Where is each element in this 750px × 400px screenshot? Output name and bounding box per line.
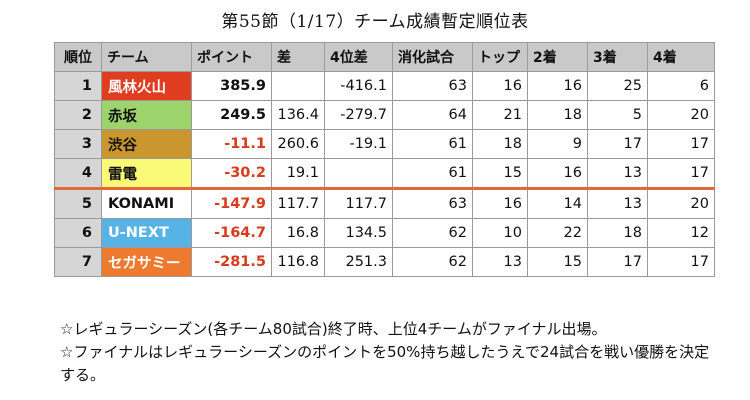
second-cell: 22 (527, 218, 588, 248)
fourth-cell: 12 (647, 218, 715, 248)
points-cell: 249.5 (191, 100, 272, 130)
team-name-cell: セガサミー (101, 247, 192, 277)
table-row: 4 雷電 -30.2 19.1 61 15 16 13 17 (54, 158, 715, 190)
team-name-cell: 赤坂 (101, 100, 192, 130)
note-finals-format: ☆ファイナルはレギュラーシーズンのポイントを50%持ち越したうえで24試合を戦い… (60, 343, 710, 384)
played-cell: 62 (392, 218, 473, 248)
standings-table: 順位 チーム ポイント 差 4位差 消化試合 トップ 2着 3着 4着 1 風林火… (54, 42, 715, 277)
rank-cell: 6 (54, 218, 102, 248)
diff-cell: 19.1 (271, 158, 325, 190)
rank-cell: 1 (54, 71, 102, 101)
note-finals-qualification: ☆レギュラーシーズン(各チーム80試合)終了時、上位4チームがファイナル出場。 (60, 320, 607, 338)
played-cell: 63 (392, 71, 473, 101)
header-third: 3着 (587, 42, 648, 72)
header-points: ポイント (191, 42, 272, 72)
header-fourth: 4着 (647, 42, 715, 72)
second-cell: 14 (527, 188, 588, 219)
header-second: 2着 (527, 42, 588, 72)
diff-cell: 136.4 (271, 100, 325, 130)
header-played: 消化試合 (392, 42, 473, 72)
played-cell: 61 (392, 129, 473, 159)
diff4-cell: 117.7 (324, 188, 393, 219)
points-cell: 385.9 (191, 71, 272, 101)
team-name-cell: 渋谷 (101, 129, 192, 159)
rank-cell: 5 (54, 188, 102, 219)
points-cell: -147.9 (191, 188, 272, 219)
table-row: 2 赤坂 249.5 136.4 -279.7 64 21 18 5 20 (54, 100, 715, 130)
top-cell: 18 (472, 129, 528, 159)
fourth-cell: 17 (647, 158, 715, 190)
table-row: 5 KONAMI -147.9 117.7 117.7 63 16 14 13 20 (54, 188, 715, 219)
third-cell: 17 (587, 247, 648, 277)
fourth-cell: 20 (647, 100, 715, 130)
diff-cell (271, 71, 325, 101)
played-cell: 63 (392, 188, 473, 219)
diff-cell: 117.7 (271, 188, 325, 219)
header-diff: 差 (271, 42, 325, 72)
fourth-cell: 6 (647, 71, 715, 101)
diff4-cell: 134.5 (324, 218, 393, 248)
rank-cell: 7 (54, 247, 102, 277)
rank-cell: 2 (54, 100, 102, 130)
top-cell: 10 (472, 218, 528, 248)
top-cell: 16 (472, 188, 528, 219)
third-cell: 13 (587, 158, 648, 190)
diff4-cell (324, 158, 393, 190)
top-cell: 13 (472, 247, 528, 277)
top-cell: 15 (472, 158, 528, 190)
header-top: トップ (472, 42, 528, 72)
points-cell: -30.2 (191, 158, 272, 190)
team-name-cell: KONAMI (101, 188, 192, 219)
diff4-cell: -279.7 (324, 100, 393, 130)
third-cell: 13 (587, 188, 648, 219)
points-cell: -11.1 (191, 129, 272, 159)
diff-cell: 260.6 (271, 129, 325, 159)
second-cell: 16 (527, 158, 588, 190)
top-cell: 21 (472, 100, 528, 130)
team-name-cell: 雷電 (101, 158, 192, 190)
header-diff4: 4位差 (324, 42, 393, 72)
rank-cell: 4 (54, 158, 102, 190)
played-cell: 64 (392, 100, 473, 130)
third-cell: 17 (587, 129, 648, 159)
header-rank: 順位 (54, 42, 102, 72)
table-row: 7 セガサミー -281.5 116.8 251.3 62 13 15 17 17 (54, 247, 715, 277)
third-cell: 25 (587, 71, 648, 101)
second-cell: 16 (527, 71, 588, 101)
header-team: チーム (101, 42, 192, 72)
third-cell: 18 (587, 218, 648, 248)
third-cell: 5 (587, 100, 648, 130)
second-cell: 15 (527, 247, 588, 277)
table-title: 第55節（1/17）チーム成績暫定順位表 (221, 12, 529, 32)
played-cell: 61 (392, 158, 473, 190)
diff4-cell: 251.3 (324, 247, 393, 277)
table-row: 3 渋谷 -11.1 260.6 -19.1 61 18 9 17 17 (54, 129, 715, 159)
diff4-cell: -19.1 (324, 129, 393, 159)
diff-cell: 16.8 (271, 218, 325, 248)
top-cell: 16 (472, 71, 528, 101)
table-row: 1 風林火山 385.9 -416.1 63 16 16 25 6 (54, 71, 715, 101)
points-cell: -164.7 (191, 218, 272, 248)
points-cell: -281.5 (191, 247, 272, 277)
played-cell: 62 (392, 247, 473, 277)
second-cell: 9 (527, 129, 588, 159)
fourth-cell: 17 (647, 247, 715, 277)
diff4-cell: -416.1 (324, 71, 393, 101)
diff-cell: 116.8 (271, 247, 325, 277)
table-header-row: 順位 チーム ポイント 差 4位差 消化試合 トップ 2着 3着 4着 (54, 42, 715, 72)
fourth-cell: 17 (647, 129, 715, 159)
fourth-cell: 20 (647, 188, 715, 219)
second-cell: 18 (527, 100, 588, 130)
table-row: 6 U-NEXT -164.7 16.8 134.5 62 10 22 18 12 (54, 218, 715, 248)
team-name-cell: 風林火山 (101, 71, 192, 101)
rank-cell: 3 (54, 129, 102, 159)
team-name-cell: U-NEXT (101, 218, 192, 248)
